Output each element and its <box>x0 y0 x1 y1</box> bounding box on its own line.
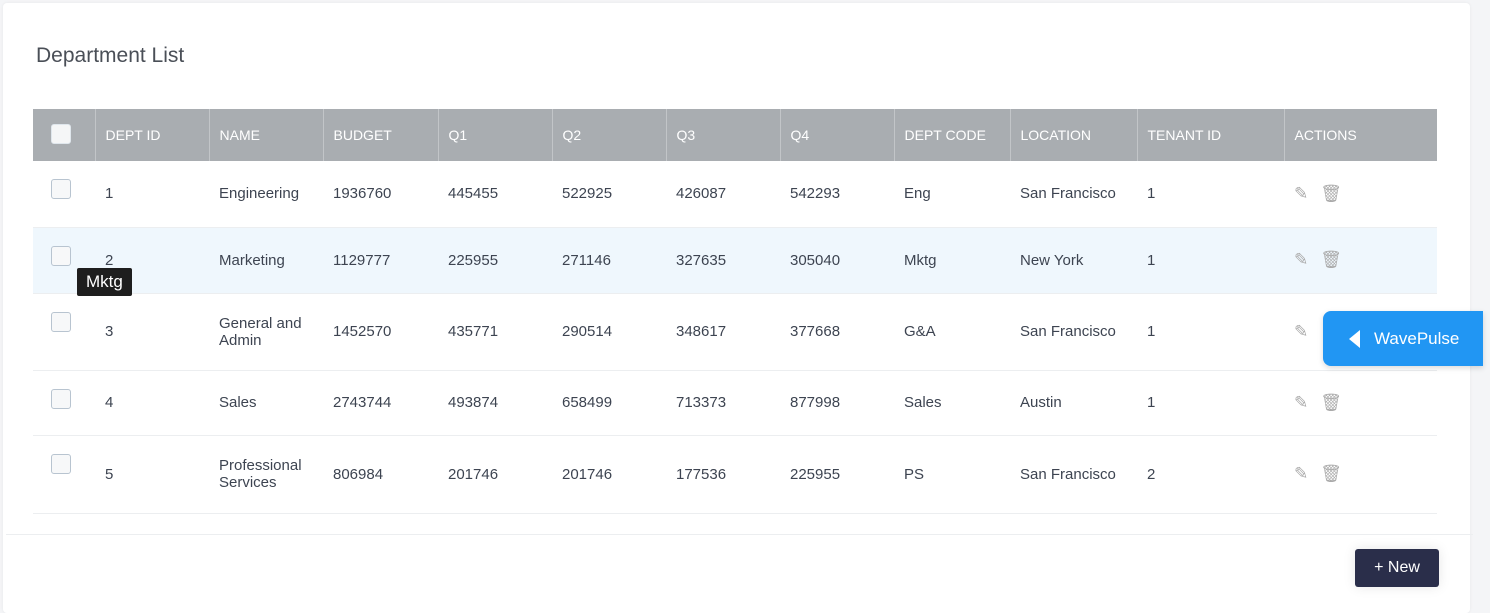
table-cell: G&A <box>894 293 1010 371</box>
actions-cell: ✎ 🗑︎ <box>1284 227 1437 294</box>
row-checkbox[interactable] <box>51 453 71 474</box>
table-cell: New York <box>1010 227 1137 294</box>
row-checkbox[interactable] <box>51 388 71 409</box>
table-cell: 2743744 <box>323 370 438 436</box>
table-cell: 1452570 <box>323 293 438 371</box>
row-checkbox[interactable] <box>51 245 71 266</box>
table-cell: 426087 <box>666 161 780 228</box>
table-cell: 2 <box>1137 435 1284 514</box>
table-cell: 4 <box>95 370 209 436</box>
column-header[interactable]: Q3 <box>665 109 780 161</box>
table-cell: San Francisco <box>1010 161 1137 228</box>
department-table: DEPT ID NAME BUDGET Q1 Q2 Q3 Q4 DEPT CODE LOCATI… <box>33 109 1437 514</box>
table-cell: 1 <box>1137 161 1284 228</box>
table-cell: PS <box>894 435 1010 514</box>
table-cell: Professional Services <box>209 435 323 514</box>
table-cell: 493874 <box>438 370 552 436</box>
column-header[interactable]: DEPT CODE <box>893 109 1010 161</box>
column-header[interactable]: Q1 <box>437 109 552 161</box>
table-cell: 3 <box>95 293 209 371</box>
trash-icon[interactable]: 🗑︎ <box>1320 250 1342 269</box>
pencil-icon[interactable]: ✎ <box>1294 321 1309 341</box>
table-cell: Eng <box>894 161 1010 228</box>
row-select-cell <box>33 293 95 371</box>
row-select-cell <box>33 370 95 436</box>
table-cell: 327635 <box>666 227 780 294</box>
trash-icon[interactable]: 🗑︎ <box>1320 464 1342 483</box>
table-cell: 1936760 <box>323 161 438 228</box>
table-cell: 305040 <box>780 227 894 294</box>
divider <box>6 534 1473 535</box>
table-cell: 713373 <box>666 370 780 436</box>
table-cell: 877998 <box>780 370 894 436</box>
table-cell: 271146 <box>552 227 666 294</box>
actions-cell: ✎ 🗑︎ <box>1284 435 1437 514</box>
table-cell: 658499 <box>552 370 666 436</box>
table-cell: 806984 <box>323 435 438 514</box>
table-cell: 201746 <box>552 435 666 514</box>
table-cell: 542293 <box>780 161 894 228</box>
table-row[interactable]: 2 Marketing 1129777 225955 271146 327635 30504… <box>33 227 1437 294</box>
actions-cell: ✎ 🗑︎ <box>1284 370 1437 436</box>
row-select-cell <box>33 435 95 514</box>
column-header[interactable]: ACTIONS <box>1283 109 1437 161</box>
page-title: Department List <box>36 44 185 67</box>
table-cell: 435771 <box>438 293 552 371</box>
table-cell: 290514 <box>552 293 666 371</box>
pencil-icon[interactable]: ✎ <box>1294 392 1309 412</box>
trash-icon[interactable]: 🗑︎ <box>1320 183 1342 203</box>
actions-cell: ✎ 🗑︎ <box>1284 161 1437 228</box>
row-checkbox[interactable] <box>51 179 71 199</box>
table-cell: 201746 <box>438 435 552 514</box>
column-header[interactable]: NAME <box>208 109 323 161</box>
table-cell: General and Admin <box>209 293 323 371</box>
table-cell: 177536 <box>666 435 780 514</box>
table-cell: San Francisco <box>1010 435 1137 514</box>
table-cell: 1 <box>1137 370 1284 436</box>
table-cell: 5 <box>95 435 209 514</box>
trash-icon[interactable]: 🗑︎ <box>1320 392 1342 412</box>
table-cell: Engineering <box>209 161 323 228</box>
table-cell: Mktg <box>894 227 1010 294</box>
column-header[interactable]: LOCATION <box>1009 109 1137 161</box>
table-row[interactable]: 5 Professional Services 806984 201746 201746… <box>33 435 1437 514</box>
table-cell: Marketing <box>209 227 323 294</box>
tooltip: Mktg <box>77 268 132 296</box>
column-header[interactable]: Q4 <box>779 109 894 161</box>
pencil-icon[interactable]: ✎ <box>1294 464 1309 483</box>
table-row[interactable]: 4 Sales 2743744 493874 658499 713373 877998 Sal… <box>33 370 1437 436</box>
table-cell: 348617 <box>666 293 780 371</box>
table-row[interactable]: 3 General and Admin 1452570 435771 290514 348… <box>33 293 1437 371</box>
wavepulse-label: WavePulse <box>1374 328 1460 348</box>
column-header[interactable]: TENANT ID <box>1136 109 1284 161</box>
select-all-checkbox[interactable] <box>51 123 71 144</box>
table-cell: 1 <box>1137 227 1284 294</box>
table-cell: Sales <box>209 370 323 436</box>
pencil-icon[interactable]: ✎ <box>1294 183 1309 203</box>
new-button[interactable]: + New <box>1355 549 1439 587</box>
table-cell: 377668 <box>780 293 894 371</box>
column-header[interactable]: DEPT ID <box>94 109 209 161</box>
table-cell: 2 <box>95 227 209 294</box>
table-cell: Sales <box>894 370 1010 436</box>
row-checkbox[interactable] <box>51 311 71 332</box>
table-cell: 1 <box>1137 293 1284 371</box>
table-cell: Austin <box>1010 370 1137 436</box>
table-cell: 445455 <box>438 161 552 228</box>
table-row[interactable]: 1 Engineering 1936760 445455 522925 426087 542… <box>33 161 1437 228</box>
caret-left-icon <box>1349 329 1360 348</box>
select-all-header <box>33 109 95 161</box>
pencil-icon[interactable]: ✎ <box>1294 250 1309 269</box>
table-cell: 522925 <box>552 161 666 228</box>
table-cell: 1 <box>95 161 209 228</box>
row-select-cell <box>33 161 95 228</box>
table-cell: 225955 <box>438 227 552 294</box>
wavepulse-widget[interactable]: WavePulse <box>1323 311 1483 366</box>
column-header[interactable]: BUDGET <box>322 109 438 161</box>
table-cell: 225955 <box>780 435 894 514</box>
table-cell: San Francisco <box>1010 293 1137 371</box>
table-cell: 1129777 <box>323 227 438 294</box>
column-header[interactable]: Q2 <box>551 109 666 161</box>
